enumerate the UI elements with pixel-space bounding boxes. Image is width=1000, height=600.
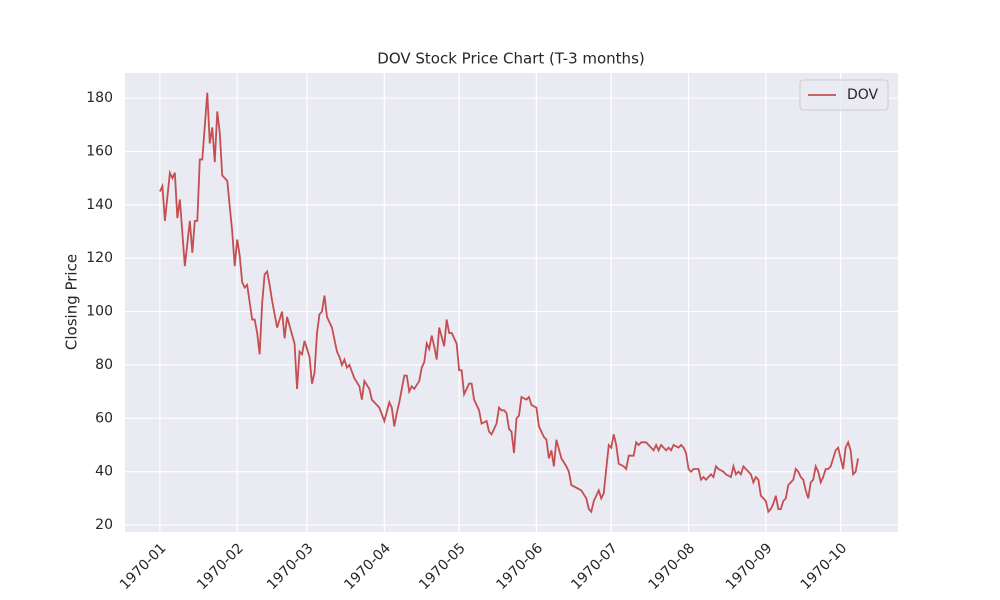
x-tick-label: 1970-04 [341, 540, 394, 593]
y-tick-label: 140 [86, 197, 113, 213]
price-line [159, 92, 859, 514]
legend: DOV [799, 79, 889, 111]
y-tick-label: 40 [95, 464, 113, 480]
y-tick-label: 60 [95, 410, 113, 426]
chart-title: DOV Stock Price Chart (T-3 months) [377, 50, 644, 68]
x-tick-label: 1970-06 [493, 540, 546, 593]
x-tick-label: 1970-01 [117, 540, 170, 593]
plot-area [125, 73, 898, 532]
y-tick-label: 100 [86, 304, 113, 320]
x-tick-label: 1970-09 [723, 540, 776, 593]
y-tick-label: 80 [95, 357, 113, 373]
y-tick-label: 160 [86, 143, 113, 159]
x-tick-label: 1970-10 [798, 540, 851, 593]
x-tick-label: 1970-08 [646, 540, 699, 593]
x-tick-label: 1970-07 [568, 540, 621, 593]
x-tick-label: 1970-05 [416, 540, 469, 593]
y-tick-label: 20 [95, 517, 113, 533]
x-tick-label: 1970-03 [264, 540, 317, 593]
y-axis-label: Closing Price [63, 254, 81, 350]
legend-box [799, 79, 889, 111]
y-tick-label: 180 [86, 90, 113, 106]
x-tick-label: 1970-02 [194, 540, 247, 593]
legend-label: DOV [847, 87, 879, 103]
y-tick-label: 120 [86, 250, 113, 266]
